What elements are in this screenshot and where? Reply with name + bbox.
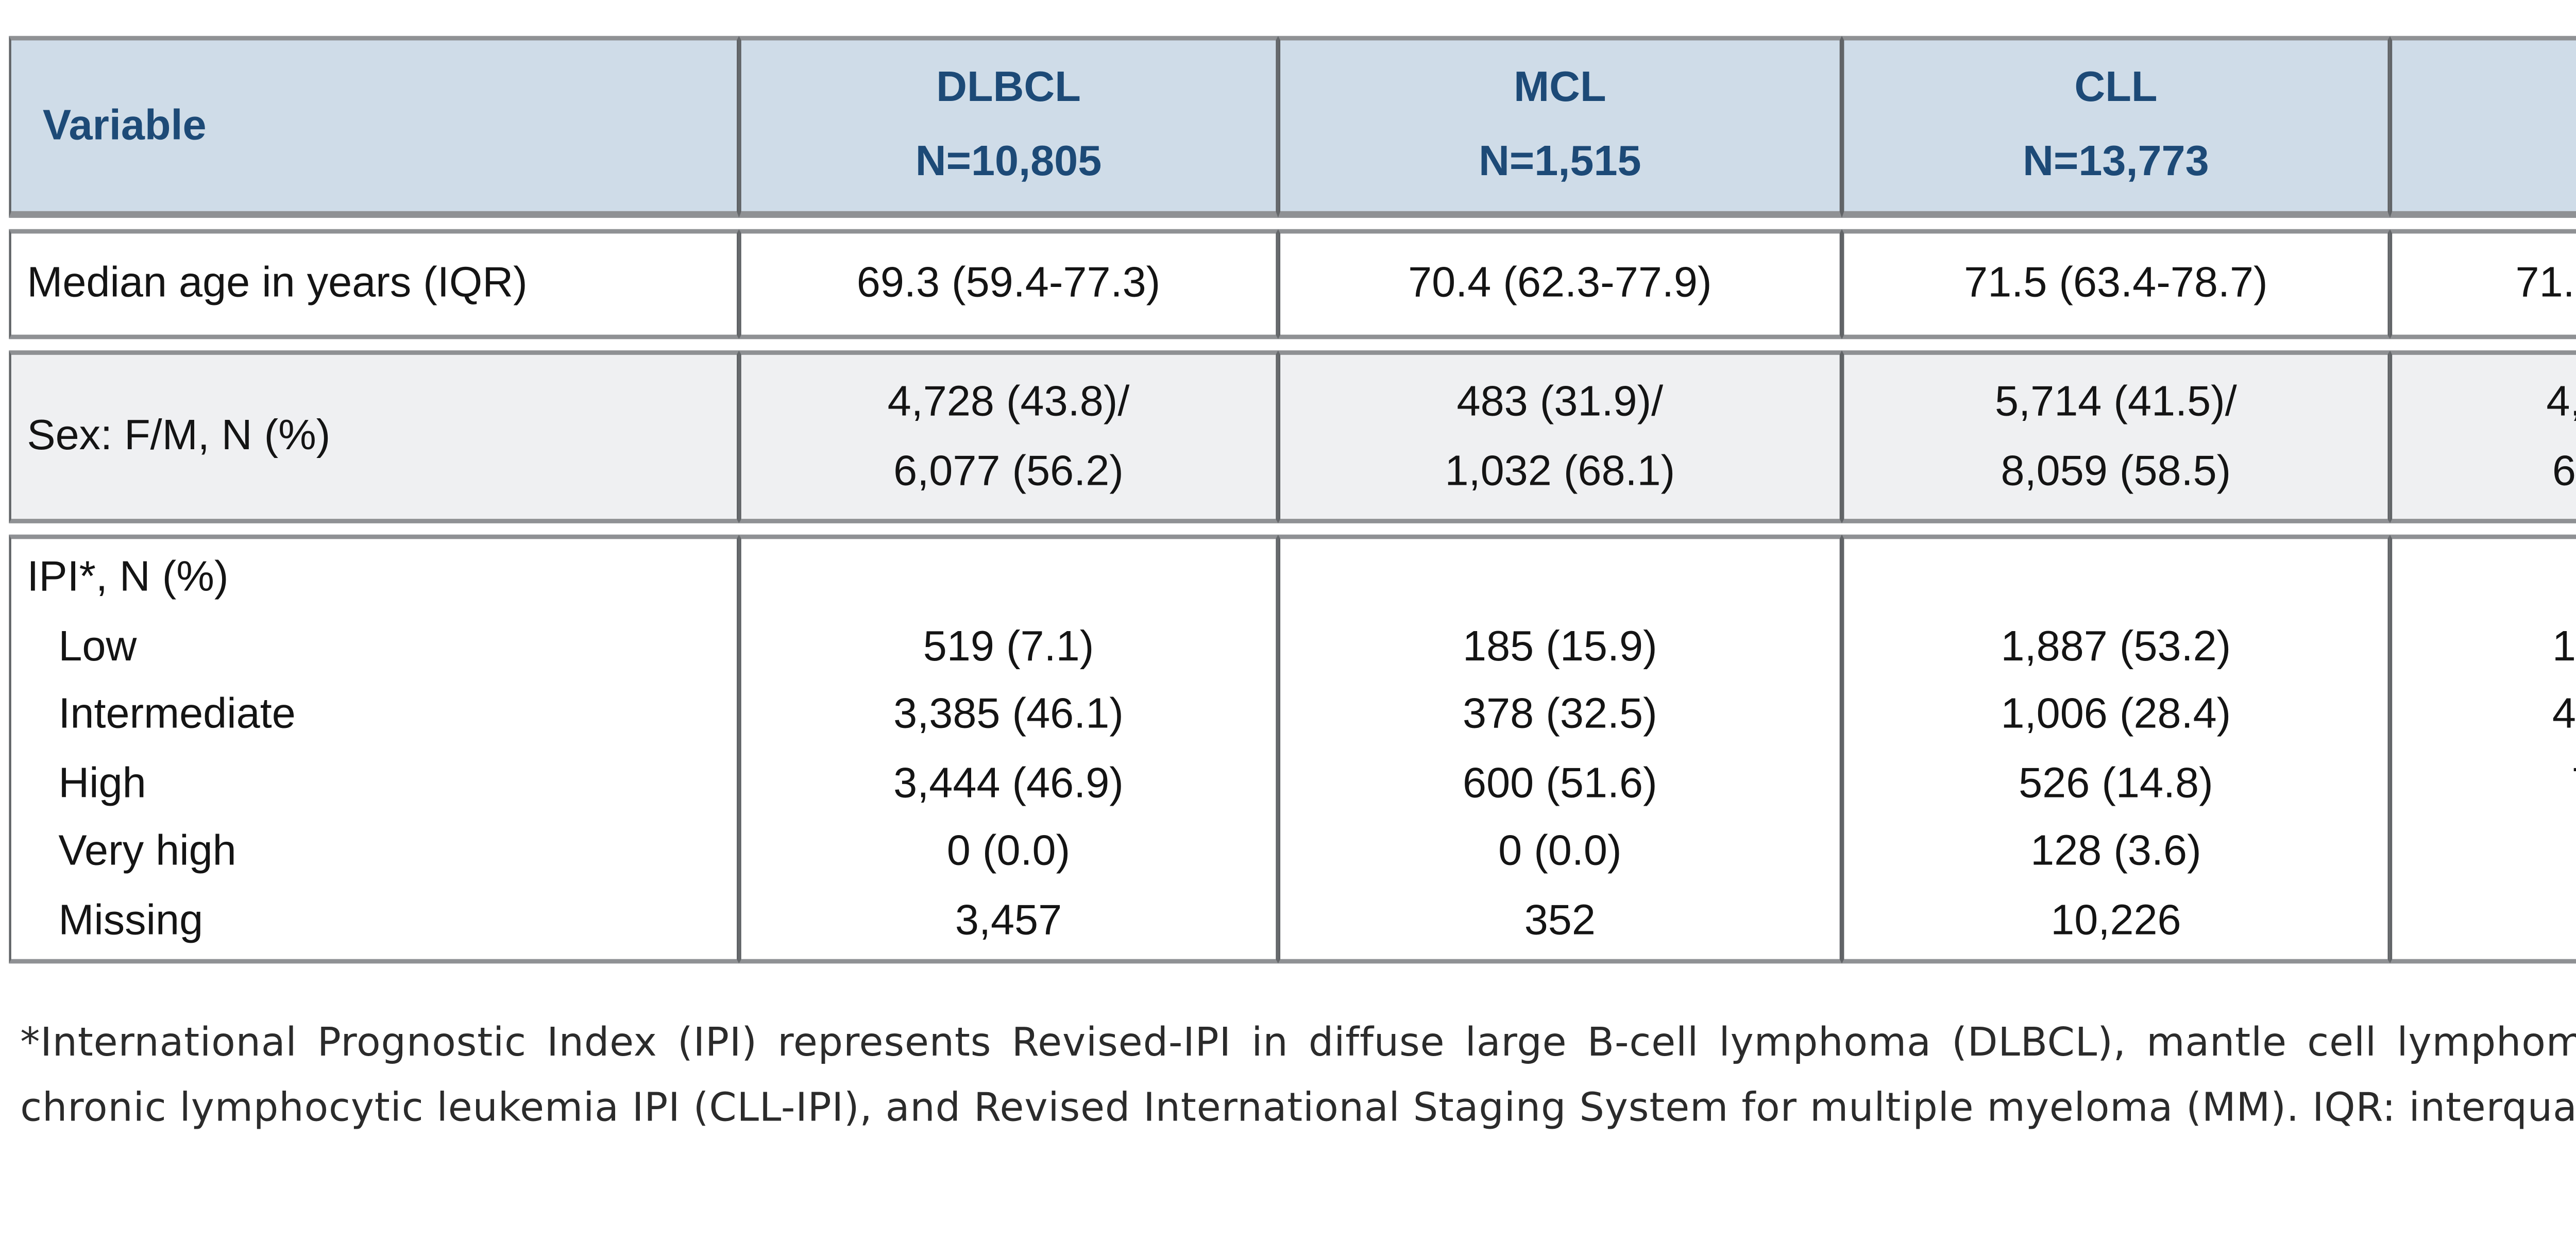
empty-line — [1844, 546, 2387, 614]
ipi-value: 10,226 — [2050, 897, 2181, 945]
ipi-sub-label: Low — [58, 623, 137, 671]
header-n: N=10,994 — [2574, 126, 2576, 200]
sex-value-line: 483 (31.9)/ — [1456, 378, 1664, 426]
ipi-value: 1,887 (53.2) — [2001, 623, 2231, 671]
header-row: Variable DLBCL N=10,805 MCL N=1,515 — [9, 36, 2576, 218]
ipi-value: 3,457 — [955, 897, 1062, 945]
ipi-value: 0 (0.0) — [1498, 828, 1622, 876]
cell-value: 70.4 (62.3-77.9) — [1278, 229, 1842, 339]
column-header-cll: CLL N=13,773 — [1842, 36, 2390, 218]
ipi-value: 352 — [1524, 897, 1596, 945]
header-label: MCL — [1514, 65, 1606, 112]
row-label: IPI*, N (%) Low Intermediate High Very h… — [9, 534, 739, 964]
header-label: Variable — [42, 102, 207, 149]
row-ipi: IPI*, N (%) Low Intermediate High Very h… — [9, 534, 2576, 964]
ipi-value: 4,193 — [2392, 888, 2576, 957]
sex-value-line: 6,077 (56.2) — [893, 448, 1124, 496]
ipi-value: 751 (11.0) — [2392, 751, 2576, 820]
ipi-value: 128 (3.6) — [2030, 828, 2201, 876]
sex-value-line: 6,154 (56.0) — [2552, 448, 2576, 496]
ipi-value: 185 (15.9) — [1463, 623, 1657, 671]
ipi-value: 600 (51.6) — [1463, 760, 1657, 808]
cell-value: 4,840 (44.0)/ 6,154 (56.0) — [2389, 350, 2576, 523]
column-header-mm: MM N=10,994 — [2389, 36, 2576, 218]
ipi-sub-label: Intermediate — [58, 691, 296, 739]
cell-value: 185 (15.9) 378 (32.5) 600 (51.6) 0 (0.0)… — [1278, 534, 1842, 964]
header-n: N=13,773 — [2023, 139, 2209, 186]
ipi-value: 526 (14.8) — [2019, 760, 2213, 808]
ipi-value: 1,809 (26.6) — [2552, 623, 2576, 671]
sex-value-line: 5,714 (41.5)/ — [1995, 378, 2237, 426]
cell-value: 5,714 (41.5)/ 8,059 (58.5) — [1842, 350, 2390, 523]
ipi-sub-label: High — [58, 760, 146, 808]
cell-value: 71.7 (63.5-78.7) — [2389, 229, 2576, 339]
page: Variable DLBCL N=10,805 MCL N=1,515 — [9, 25, 2576, 1132]
ipi-value: 0 (0.0) — [2392, 820, 2576, 888]
sex-value-line: 1,032 (68.1) — [1445, 448, 1675, 496]
ipi-value: 3,444 (46.9) — [893, 760, 1124, 808]
cell-value: 519 (7.1) 3,385 (46.1) 3,444 (46.9) 0 (0… — [739, 534, 1278, 964]
column-header-mcl: MCL N=1,515 — [1278, 36, 1842, 218]
cell-value: 69.3 (59.4-77.3) — [739, 229, 1278, 339]
column-header-dlbcl: DLBCL N=10,805 — [739, 36, 1278, 218]
row-median-age: Median age in years (IQR) 69.3 (59.4-77.… — [9, 229, 2576, 339]
cell-value: 4,728 (43.8)/ 6,077 (56.2) — [739, 350, 1278, 523]
ipi-value: 4,241 (62.4) — [2552, 691, 2576, 739]
cell-value: 71.5 (63.4-78.7) — [1842, 229, 2390, 339]
sex-value-line: 8,059 (58.5) — [2001, 448, 2231, 496]
footnote-text: *International Prognostic Index (IPI) re… — [20, 1022, 2576, 1132]
header-n: N=10,805 — [915, 139, 1102, 186]
ipi-sub-label: Very high — [58, 828, 236, 876]
header-n: N=1,515 — [1479, 139, 1641, 186]
header-label: DLBCL — [936, 65, 1081, 112]
row-sex: Sex: F/M, N (%) 4,728 (43.8)/ 6,077 (56.… — [9, 350, 2576, 523]
row-label: Sex: F/M, N (%) — [9, 350, 739, 523]
column-header-variable: Variable — [9, 36, 739, 218]
sex-value-line: 4,728 (43.8)/ — [887, 378, 1130, 426]
ipi-main-label: IPI*, N (%) — [27, 554, 229, 602]
ipi-value: 1,006 (28.4) — [2001, 691, 2231, 739]
ipi-value: 0 (0.0) — [946, 828, 1071, 876]
ipi-value: 519 (7.1) — [923, 623, 1094, 671]
row-label: Median age in years (IQR) — [9, 229, 739, 339]
empty-line — [741, 546, 1276, 614]
cell-value: 483 (31.9)/ 1,032 (68.1) — [1278, 350, 1842, 523]
cell-value: 1,809 (26.6) 4,241 (62.4) 751 (11.0) 0 (… — [2389, 534, 2576, 964]
ipi-sub-label: Missing — [58, 897, 204, 945]
ipi-value: 3,385 (46.1) — [893, 691, 1124, 739]
ipi-value: 378 (32.5) — [1463, 691, 1657, 739]
empty-line — [2392, 546, 2576, 614]
header-label: CLL — [2074, 65, 2158, 112]
patient-characteristics-table: Variable DLBCL N=10,805 MCL N=1,515 — [9, 25, 2576, 975]
sex-value-line: 4,840 (44.0)/ — [2546, 378, 2576, 426]
cell-value: 1,887 (53.2) 1,006 (28.4) 526 (14.8) 128… — [1842, 534, 2390, 964]
empty-line — [1280, 546, 1840, 614]
